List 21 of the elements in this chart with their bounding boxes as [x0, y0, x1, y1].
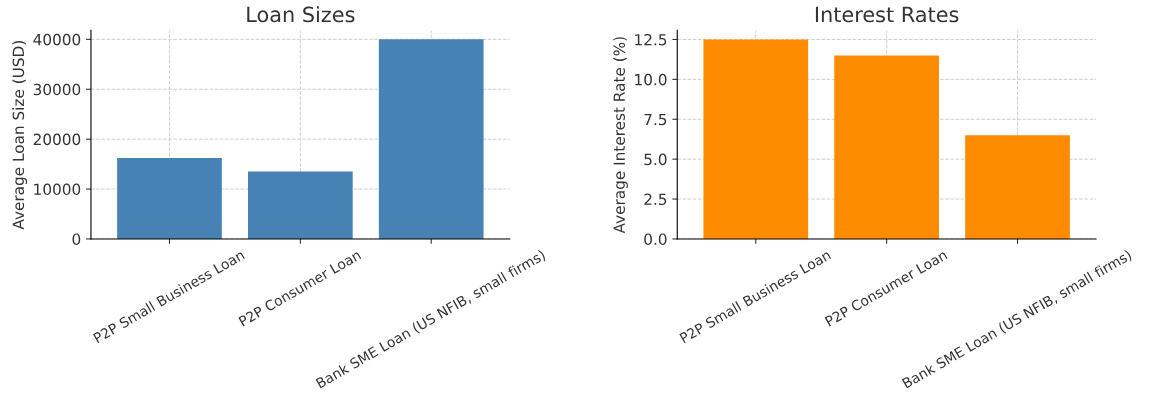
y-tick-label: 12.5	[635, 33, 667, 46]
y-axis-title: Average Loan Size (USD)	[12, 41, 28, 230]
y-tick-label: 10.0	[635, 73, 667, 86]
bar	[247, 171, 353, 239]
y-tick-label: 40000	[33, 33, 81, 46]
bar	[378, 39, 484, 239]
y-tick-label: 30000	[33, 83, 81, 96]
chart-title: Loan Sizes	[247, 6, 355, 23]
bar	[703, 39, 809, 239]
y-tick-label: 2.5	[644, 193, 667, 206]
bar	[965, 135, 1070, 239]
y-tick-label: 0	[72, 233, 81, 245]
y-tick-label: 10000	[34, 183, 81, 196]
bar	[117, 158, 222, 239]
bar	[834, 55, 939, 239]
y-tick-label: 7.5	[644, 113, 667, 126]
y-tick-label: 20000	[33, 133, 81, 146]
y-tick-label: 5.0	[644, 153, 667, 166]
chart-title: Interest Rates	[815, 6, 959, 23]
y-tick-label: 0.0	[644, 233, 667, 245]
y-axis-title: Average Interest Rate (%)	[613, 37, 628, 234]
